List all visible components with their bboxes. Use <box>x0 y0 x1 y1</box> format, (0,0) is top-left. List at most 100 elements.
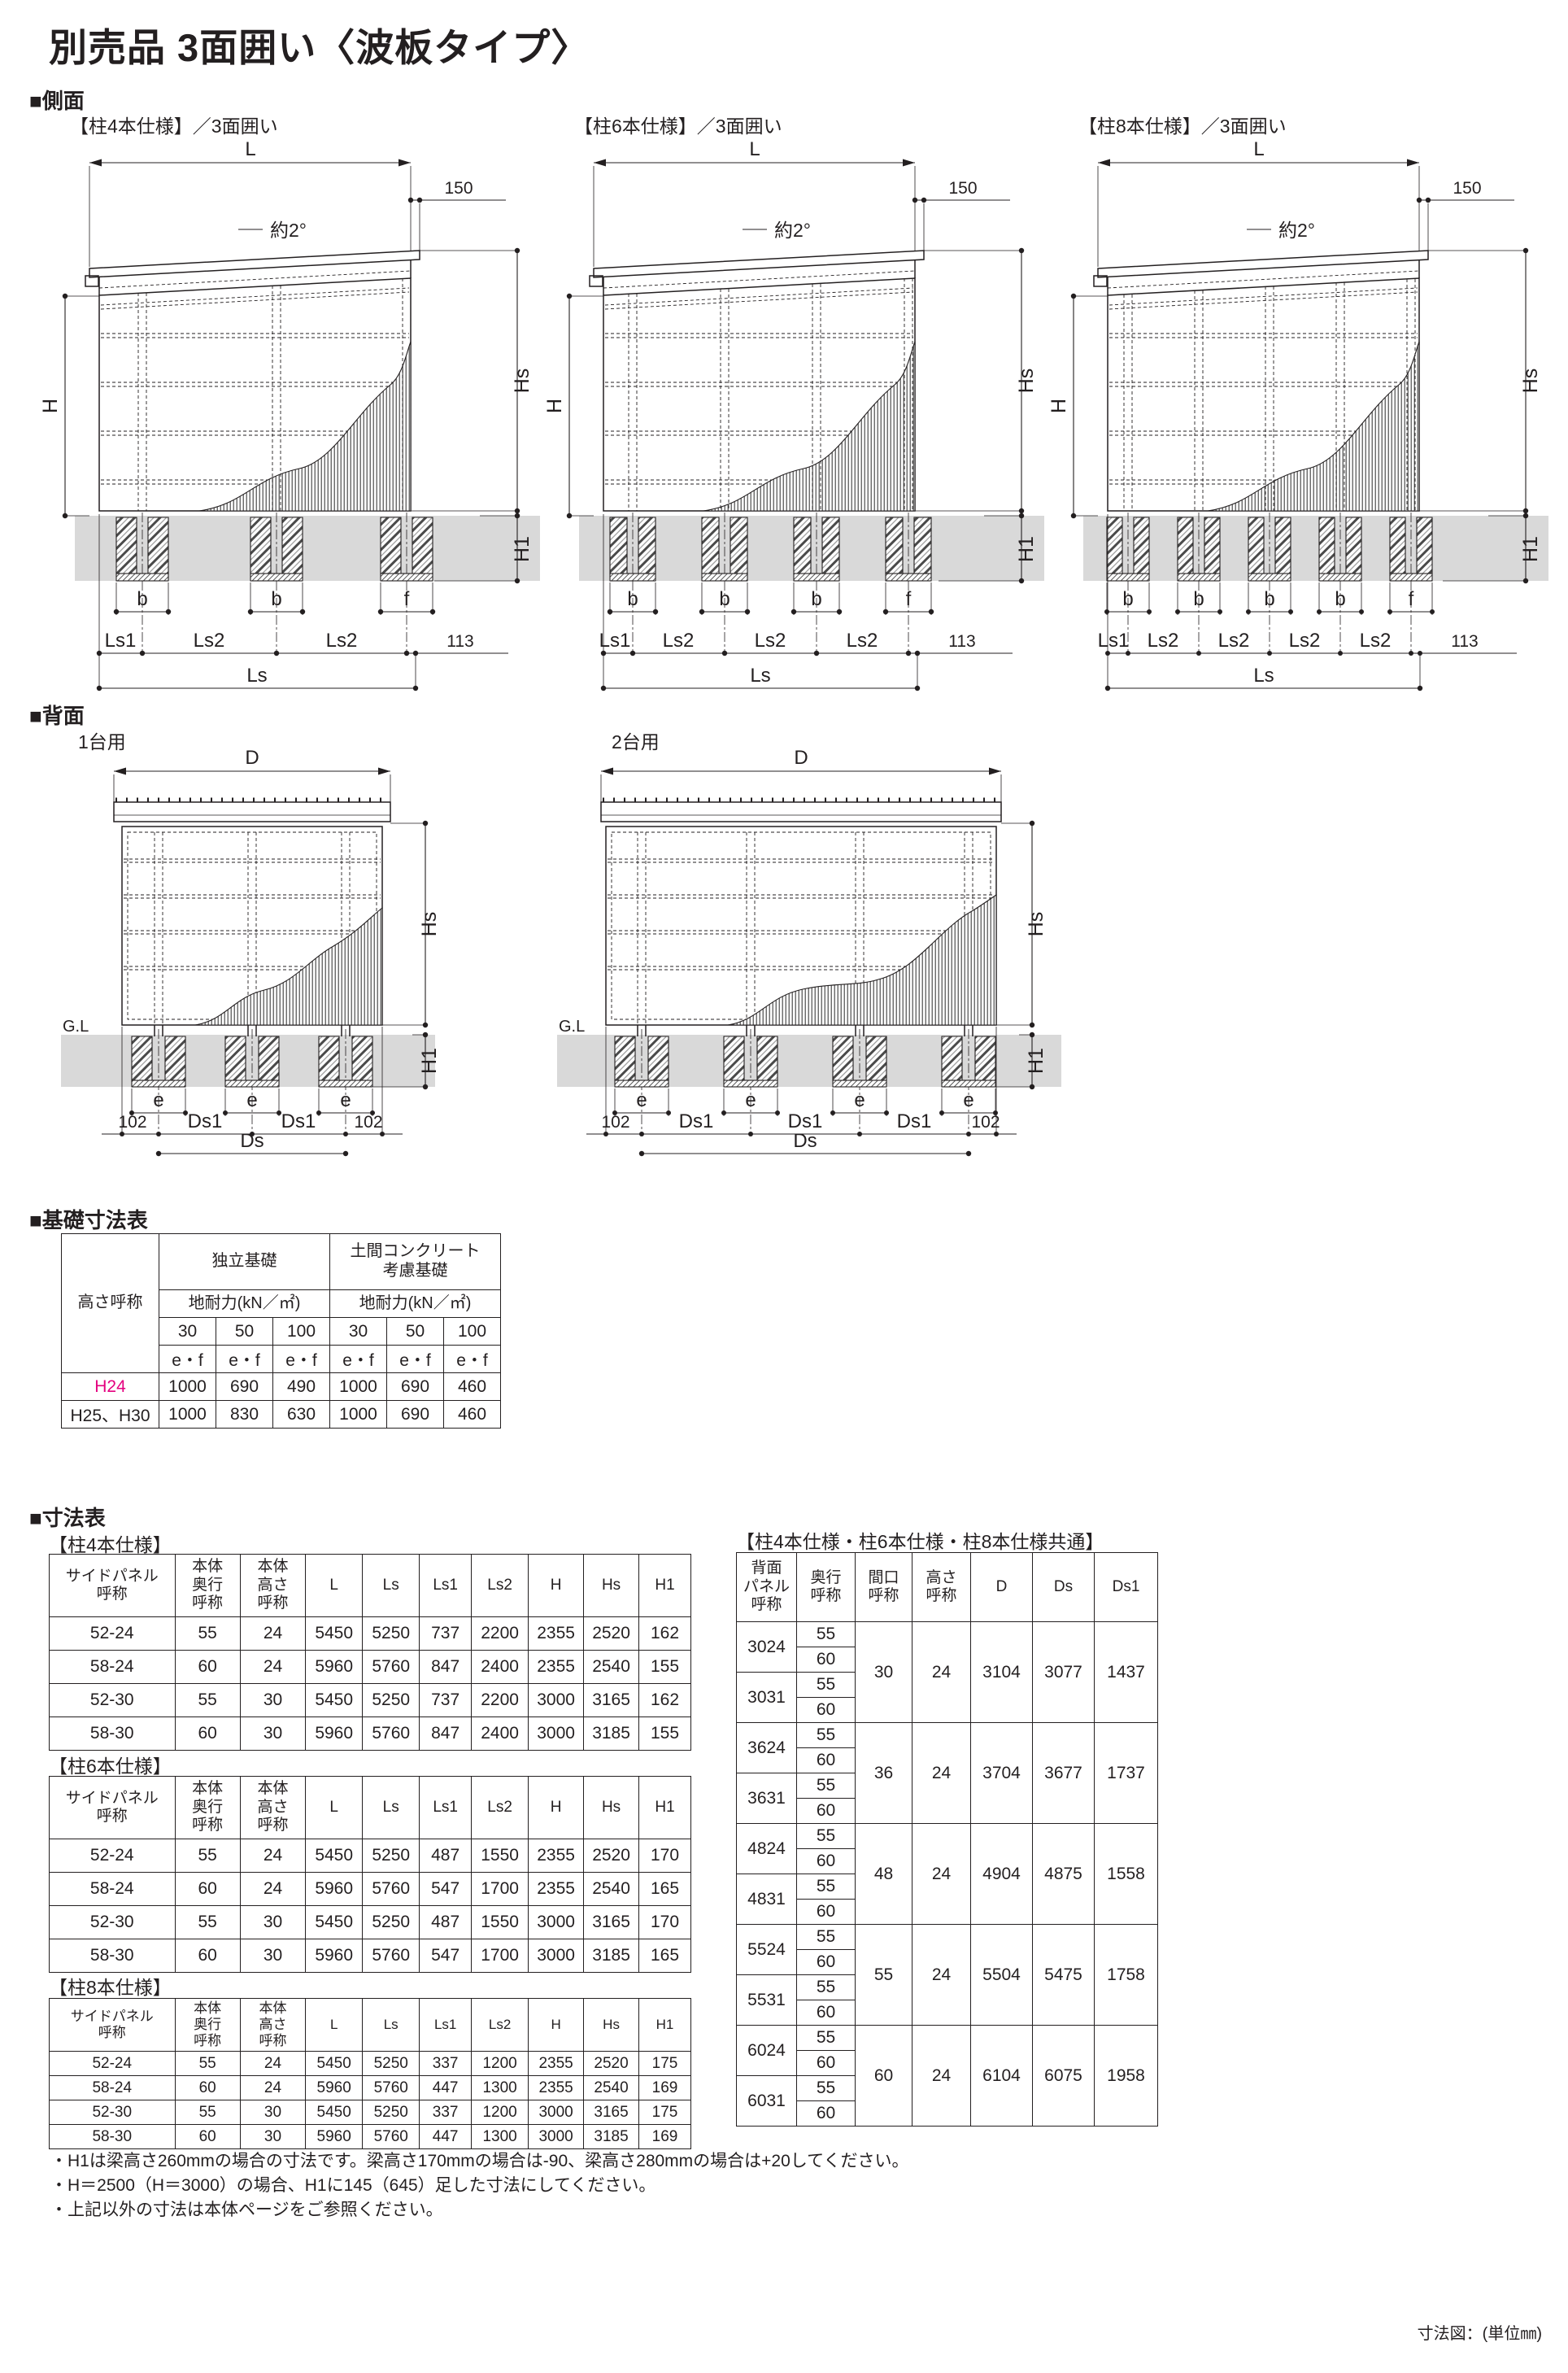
dim-label-Ds: Ds <box>793 1130 817 1152</box>
cell: 690 <box>386 1372 444 1401</box>
table-row: 58-24 60 24 5960 5760 847 2400 2355 2540 155 <box>49 1650 691 1684</box>
cell: 487 <box>419 1905 473 1939</box>
depth-cell: 55 <box>796 1621 856 1647</box>
table-row: H25、H30 1000 830 630 1000 690 460 <box>61 1400 502 1429</box>
cell: 2355 <box>528 2075 585 2100</box>
dim-label-b: b <box>719 588 730 610</box>
dim-label-102: 102 <box>354 1113 382 1132</box>
cell: 170 <box>638 1839 691 1873</box>
cell: 5960 <box>305 1650 364 1684</box>
footnotes: ・H1は梁高さ260mmの場合の寸法です。梁高さ170mmの場合は-90、梁高さ… <box>50 2149 909 2223</box>
table-row: 58-30 60 30 5960 5760 447 1300 3000 3185 169 <box>49 2124 691 2149</box>
dimension-H: H <box>41 293 99 519</box>
panel-cell: 3031 <box>736 1672 797 1723</box>
dim-label-H: H <box>41 399 62 413</box>
dim-label-Ls2: Ls2 <box>194 630 225 652</box>
cell: 547 <box>419 1939 473 1973</box>
cell: 3000 <box>528 2100 585 2125</box>
table-row: H24 1000 690 490 1000 690 460 <box>61 1372 502 1401</box>
cell: 447 <box>419 2075 473 2100</box>
cell: 847 <box>419 1716 473 1751</box>
cell: 630 <box>272 1400 330 1429</box>
dimension-Hs: Hs <box>411 247 534 514</box>
cell: 100 <box>272 1317 330 1346</box>
depth-cell: 55 <box>796 2075 856 2101</box>
dimension-150: 150 <box>1416 179 1514 251</box>
diagram-title-8post: 【柱8本仕様】／3面囲い <box>1078 116 1287 137</box>
cell: 5960 <box>305 2075 364 2100</box>
cell: 3185 <box>583 1716 640 1751</box>
cell: 本体 高さ 呼称 <box>239 1776 307 1839</box>
foundations <box>1106 513 1433 653</box>
cell: 3000 <box>528 1683 585 1717</box>
cell: 2355 <box>528 1616 585 1651</box>
dim-label-b: b <box>1264 588 1274 610</box>
table-row: 60 <box>737 2100 1158 2127</box>
cell: 5760 <box>362 1650 420 1684</box>
cell: 奥行 呼称 <box>796 1552 856 1622</box>
span-cell: 36 <box>855 1722 912 1824</box>
cell: 3000 <box>528 1716 585 1751</box>
dim-label-f: f <box>404 588 410 610</box>
cell: 737 <box>419 1683 473 1717</box>
cell: H1 <box>638 1998 691 2052</box>
cell: 5250 <box>362 1683 420 1717</box>
table-row: 4824 55 48 24 4904 4875 1558 <box>736 1823 1158 1925</box>
dim-label-102: 102 <box>118 1113 146 1132</box>
cell: 背面 パネル 呼称 <box>736 1552 797 1622</box>
depth-cell: 60 <box>796 1647 856 1673</box>
cell: 5450 <box>305 1616 364 1651</box>
dimension-H1: H1 <box>372 1032 441 1090</box>
table-row: 60 <box>737 1747 1158 1773</box>
cell: 175 <box>638 2100 691 2125</box>
dim-label-Ls2: Ls2 <box>1360 630 1392 652</box>
cell: 162 <box>638 1616 691 1651</box>
dimension-L: L <box>89 138 412 267</box>
cell: 1000 <box>329 1400 387 1429</box>
table-row: 5531 55 <box>736 1974 1158 2026</box>
cell: 1200 <box>471 2100 529 2125</box>
Ds-cell: 5475 <box>1032 1924 1095 2026</box>
dim-label-e: e <box>636 1089 647 1111</box>
cell: 1300 <box>471 2124 529 2149</box>
cell: 本体 奥行 呼称 <box>174 1998 241 2052</box>
post-hidden-lines <box>137 278 412 511</box>
table-row: 52-24 55 24 5450 5250 487 1550 2355 2520 170 <box>49 1839 691 1873</box>
depth-cell: 60 <box>796 1899 856 1925</box>
dimension-150: 150 <box>912 179 1010 251</box>
section-heading-side: ■側面 <box>29 89 85 113</box>
span-cell: 30 <box>855 1621 912 1723</box>
cell: Ds1 <box>1094 1552 1158 1622</box>
cell: H1 <box>638 1776 691 1839</box>
corrugated-panel <box>194 906 383 1026</box>
corrugated-panel <box>198 341 412 512</box>
diagram-title-6post: 【柱6本仕様】／3面囲い <box>574 116 782 137</box>
foundations <box>115 513 433 653</box>
span-cell: 60 <box>855 2025 912 2127</box>
dim-label-L: L <box>245 138 255 160</box>
table-row: 58-30 60 30 5960 5760 547 1700 3000 3185 165 <box>49 1939 691 1973</box>
cell: 847 <box>419 1650 473 1684</box>
dim-label-H1: H1 <box>1025 1048 1048 1074</box>
cell: 55 <box>174 1905 241 1939</box>
cell: Ls2 <box>471 1776 529 1839</box>
cell: Ls1 <box>419 1998 473 2052</box>
Ds1-cell: 1737 <box>1094 1722 1158 1824</box>
cell: H <box>528 1998 585 2052</box>
D-cell: 3704 <box>970 1722 1033 1824</box>
table-row: 52-24 55 24 5450 5250 737 2200 2355 2520 162 <box>49 1616 691 1651</box>
dim-label-e: e <box>854 1089 865 1111</box>
back-view-2car-diagram: D G.L e e <box>557 748 1061 1157</box>
header-cell: 土間コンクリート 考慮基礎 <box>329 1233 502 1290</box>
table-row: 52-30 55 30 5450 5250 337 1200 3000 3165 175 <box>49 2100 691 2125</box>
panel-cell: 6024 <box>736 2025 797 2076</box>
cell: 30 <box>239 1905 307 1939</box>
dim-label-Ls2: Ls2 <box>326 630 358 652</box>
cell: 52-24 <box>49 1616 176 1651</box>
cell: 24 <box>239 1872 307 1906</box>
dim-label-b: b <box>1335 588 1345 610</box>
table-row: 60 <box>737 1798 1158 1824</box>
ground <box>579 516 1044 581</box>
cell: 3165 <box>583 2100 640 2125</box>
table-row: 60 <box>737 1899 1158 1925</box>
